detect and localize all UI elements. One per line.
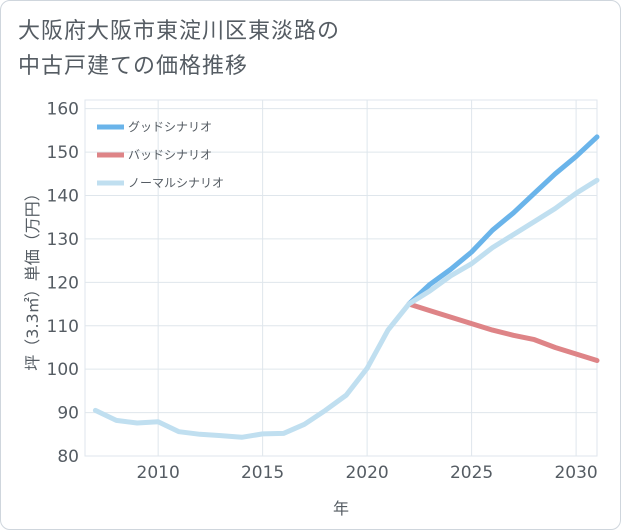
y-tick-label: 130 — [47, 230, 79, 250]
chart-title-line2: 中古戸建ての価格推移 — [18, 54, 249, 79]
tick-labels: 80 90 100 110 120 130 140 150 160 2010 2015 2020 202… — [47, 100, 598, 483]
series-line-good — [406, 134, 600, 307]
y-tick-label: 160 — [47, 100, 79, 120]
chart-title-line1: 大阪府大阪市東淀川区東淡路の — [18, 19, 341, 44]
legend-label: ノーマルシナリオ — [128, 176, 224, 190]
y-tick-label: 120 — [47, 273, 79, 293]
y-tick-label: 90 — [57, 404, 79, 424]
series-line-bad — [406, 301, 600, 363]
x-tick-label: 2015 — [241, 463, 284, 483]
x-tick-label: 2010 — [137, 463, 180, 483]
x-tick-label: 2030 — [554, 463, 597, 483]
y-tick-label: 80 — [57, 447, 79, 467]
y-axis-label: 坪（3.3㎡）単価（万円） — [23, 185, 42, 370]
x-axis-label: 年 — [333, 499, 349, 518]
grid — [84, 99, 598, 457]
series-line-normal — [92, 177, 600, 440]
y-tick-label: 150 — [47, 143, 79, 163]
x-tick-label: 2025 — [450, 463, 493, 483]
y-tick-label: 100 — [47, 360, 79, 380]
chart-title: 大阪府大阪市東淀川区東淡路の 中古戸建ての価格推移 — [18, 14, 578, 84]
y-tick-label: 140 — [47, 187, 79, 207]
legend-label: バッドシナリオ — [128, 148, 212, 162]
series-lines — [92, 134, 600, 440]
y-tick-label: 110 — [47, 317, 79, 337]
x-tick-label: 2020 — [345, 463, 388, 483]
legend-label: グッドシナリオ — [128, 120, 212, 134]
